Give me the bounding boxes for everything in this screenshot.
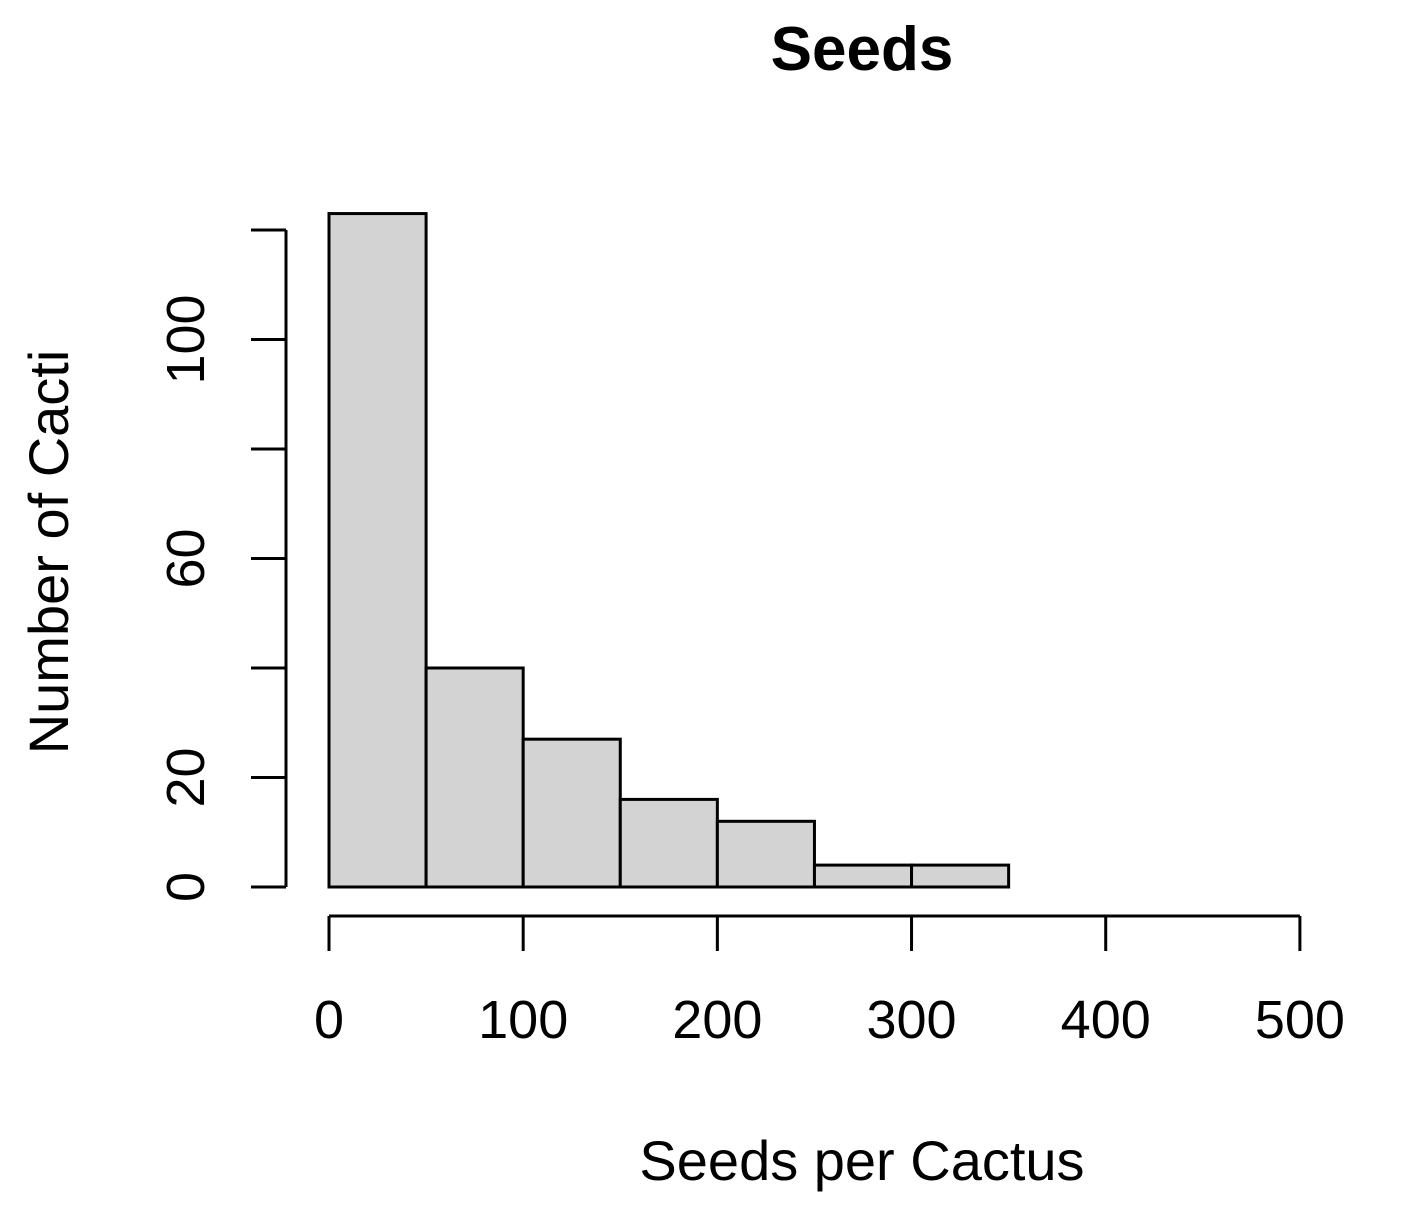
histogram-bar: [812, 863, 914, 889]
x-tick-label: 500: [1255, 990, 1345, 1050]
y-tick-label: 100: [156, 294, 216, 384]
x-tick-label: 300: [866, 990, 956, 1050]
x-axis: 0 100 200 300 400 500: [314, 914, 1345, 1050]
x-tick-label: 0: [314, 990, 344, 1050]
y-axis-title: Number of Cacti: [17, 350, 80, 755]
histogram-bar: [327, 212, 428, 889]
histogram-bar: [618, 797, 719, 889]
y-axis: 0 20 60 100: [156, 228, 288, 902]
histogram-bar: [521, 737, 622, 889]
x-axis-title: Seeds per Cactus: [639, 1129, 1084, 1192]
histogram-bar: [424, 666, 525, 889]
x-tick-label: 400: [1061, 990, 1151, 1050]
histogram-bar: [715, 819, 816, 889]
y-tick-label: 60: [156, 528, 216, 588]
y-tick-label: 0: [156, 872, 216, 902]
y-tick-label: 20: [156, 747, 216, 807]
bars-group: [327, 212, 1011, 889]
x-tick-label: 100: [478, 990, 568, 1050]
chart-title: Seeds: [771, 15, 954, 84]
histogram-bar: [910, 863, 1011, 889]
x-tick-label: 200: [672, 990, 762, 1050]
